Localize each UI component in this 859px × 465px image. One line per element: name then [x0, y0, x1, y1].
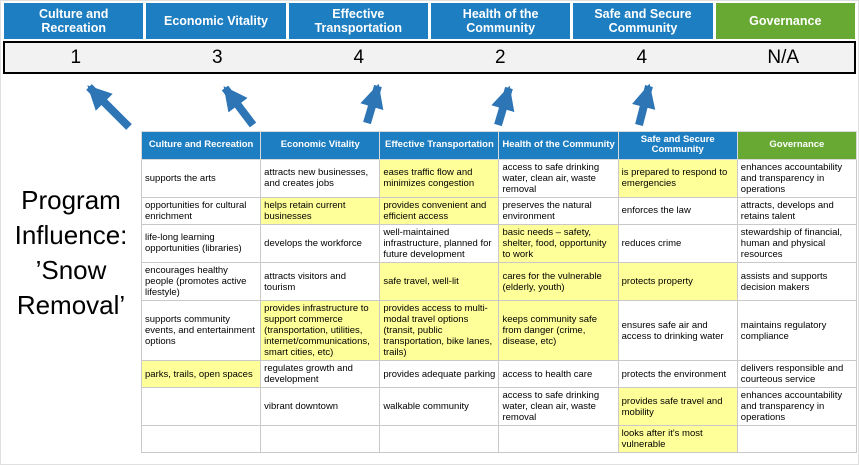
matrix-cell-r4-c6: assists and supports decision makers	[736, 261, 858, 302]
pillar-score-safe-and-secure-community: 4	[636, 46, 648, 68]
matrix-cell-r4-c1: encourages healthy people (promotes acti…	[140, 261, 262, 302]
pillar-score-health-of-the-community: 2	[494, 46, 506, 68]
matrix-cell-r7-c5: provides safe travel and mobility	[617, 387, 738, 427]
matrix-cell-r2-c4: preserves the natural environment	[498, 196, 619, 225]
matrix-cell-r2-c5: enforces the law	[617, 196, 738, 225]
matrix-cell-r3-c6: stewardship of financial, human and phys…	[736, 223, 858, 264]
matrix-row-6: parks, trails, open spaces regulates grow…	[140, 360, 858, 389]
matrix-cell-r5-c2: provides infrastructure to support comme…	[260, 300, 381, 362]
matrix-row-3: life-long learning opportunities (librar…	[140, 223, 858, 264]
matrix-cell-r4-c3: safe travel, well-lit	[379, 261, 500, 302]
matrix-cell-r5-c4: keeps community safe from danger (crime,…	[498, 300, 619, 362]
matrix-cell-r5-c5: ensures safe air and access to drinking …	[617, 300, 738, 362]
matrix-cell-r7-c3: walkable community	[379, 387, 500, 427]
pillar-header-health-of-the-community: Health of the Community	[430, 3, 571, 39]
matrix-cell-r4-c5: protects property	[617, 261, 738, 302]
pillar-score-effective-transportation: 4	[353, 46, 365, 68]
matrix-row-2: opportunities for cultural enrichment hel…	[140, 196, 858, 225]
matrix-cell-r7-c6: enhances accountability and transparency…	[736, 387, 858, 427]
up-arrow-3	[360, 83, 384, 125]
matrix-cell-r6-c1: parks, trails, open spaces	[140, 360, 262, 389]
matrix-cell-r6-c3: provides adequate parking	[379, 360, 500, 389]
matrix-cell-r6-c5: protects the environment	[617, 360, 738, 389]
matrix-header-row: Culture and Recreation Economic Vitality E…	[140, 131, 858, 160]
pillar-header-economic-vitality: Economic Vitality	[146, 3, 286, 39]
pillar-header-row: Culture and Recreation Economic Vitality E…	[4, 3, 855, 39]
pillar-header-safe-and-secure-community: Safe and Secure Community	[573, 3, 713, 39]
matrix-row-5: supports community events, and entertain…	[140, 300, 858, 362]
influence-matrix-table: Culture and Recreation Economic Vitality E…	[140, 131, 858, 454]
pillar-header-culture-and-recreation: Culture and Recreation	[4, 3, 144, 39]
up-arrow-1	[86, 84, 132, 130]
pillar-score-governance: N/A	[767, 46, 800, 68]
matrix-row-1: supports the arts attracts new businesses…	[140, 158, 858, 198]
matrix-header-effective-transportation: Effective Transportation	[379, 131, 500, 160]
matrix-header-economic-vitality: Economic Vitality	[260, 131, 381, 160]
matrix-cell-r8-c3	[379, 425, 500, 454]
matrix-row-4: encourages healthy people (promotes acti…	[140, 261, 858, 302]
matrix-cell-r2-c1: opportunities for cultural enrichment	[140, 196, 262, 225]
matrix-cell-r3-c4: basic needs – safety, shelter, food, opp…	[498, 223, 619, 264]
matrix-row-8: looks after it's most vulnerable	[140, 425, 858, 454]
matrix-cell-r1-c3: eases traffic flow and minimizes congest…	[379, 158, 500, 198]
up-arrow-5	[632, 83, 656, 126]
matrix-row-7: vibrant downtown walkable community access…	[140, 387, 858, 427]
pillar-header-governance: Governance	[715, 3, 855, 39]
matrix-cell-r1-c4: access to safe drinking water, clean air…	[498, 158, 619, 198]
matrix-cell-r8-c2	[260, 425, 381, 454]
matrix-header-culture-and-recreation: Culture and Recreation	[140, 131, 262, 160]
matrix-cell-r1-c2: attracts new businesses, and creates job…	[260, 158, 381, 198]
score-up-arrows	[86, 83, 656, 130]
matrix-cell-r1-c6: enhances accountability and transparency…	[736, 158, 858, 198]
matrix-cell-r2-c2: helps retain current businesses	[260, 196, 381, 225]
matrix-cell-r2-c3: provides convenient and efficient access	[379, 196, 500, 225]
matrix-cell-r5-c3: provides access to multi-modal travel op…	[379, 300, 500, 362]
matrix-cell-r6-c6: delivers responsible and courteous servi…	[736, 360, 858, 389]
matrix-cell-r4-c4: cares for the vulnerable (elderly, youth…	[498, 261, 619, 302]
matrix-cell-r1-c5: is prepared to respond to emergencies	[617, 158, 738, 198]
matrix-cell-r8-c1	[140, 425, 262, 454]
matrix-cell-r7-c4: access to safe drinking water, clean air…	[498, 387, 619, 427]
matrix-cell-r4-c2: attracts visitors and tourism	[260, 261, 381, 302]
matrix-cell-r2-c6: attracts, develops and retains talent	[736, 196, 858, 225]
up-arrow-4	[491, 85, 515, 127]
score-row: 1 3 4 2 4 N/A	[3, 41, 856, 74]
matrix-cell-r5-c1: supports community events, and entertain…	[140, 300, 262, 362]
matrix-header-safe-and-secure-community: Safe and Secure Community	[617, 131, 738, 160]
pillar-score-culture-and-recreation: 1	[70, 46, 82, 68]
matrix-header-governance: Governance	[736, 131, 858, 160]
pillar-header-effective-transportation: Effective Transportation	[288, 3, 428, 39]
program-title: Program Influence: ’Snow Removal’	[14, 185, 128, 321]
matrix-cell-r3-c1: life-long learning opportunities (librar…	[140, 223, 262, 264]
matrix-cell-r3-c5: reduces crime	[617, 223, 738, 264]
matrix-cell-r8-c5: looks after it's most vulnerable	[617, 425, 738, 454]
pillar-score-economic-vitality: 3	[211, 46, 223, 68]
matrix-cell-r3-c2: develops the workforce	[260, 223, 381, 264]
matrix-header-health-of-the-community: Health of the Community	[498, 131, 619, 160]
matrix-cell-r3-c3: well-maintained infrastructure, planned …	[379, 223, 500, 264]
up-arrow-2	[221, 85, 257, 128]
matrix-cell-r6-c4: access to health care	[498, 360, 619, 389]
matrix-cell-r1-c1: supports the arts	[140, 158, 262, 198]
matrix-cell-r8-c6	[736, 425, 858, 454]
matrix-cell-r6-c2: regulates growth and development	[260, 360, 381, 389]
matrix-cell-r8-c4	[498, 425, 619, 454]
matrix-cell-r7-c2: vibrant downtown	[260, 387, 381, 427]
matrix-cell-r7-c1	[140, 387, 262, 427]
matrix-cell-r5-c6: maintains regulatory compliance	[736, 300, 858, 362]
